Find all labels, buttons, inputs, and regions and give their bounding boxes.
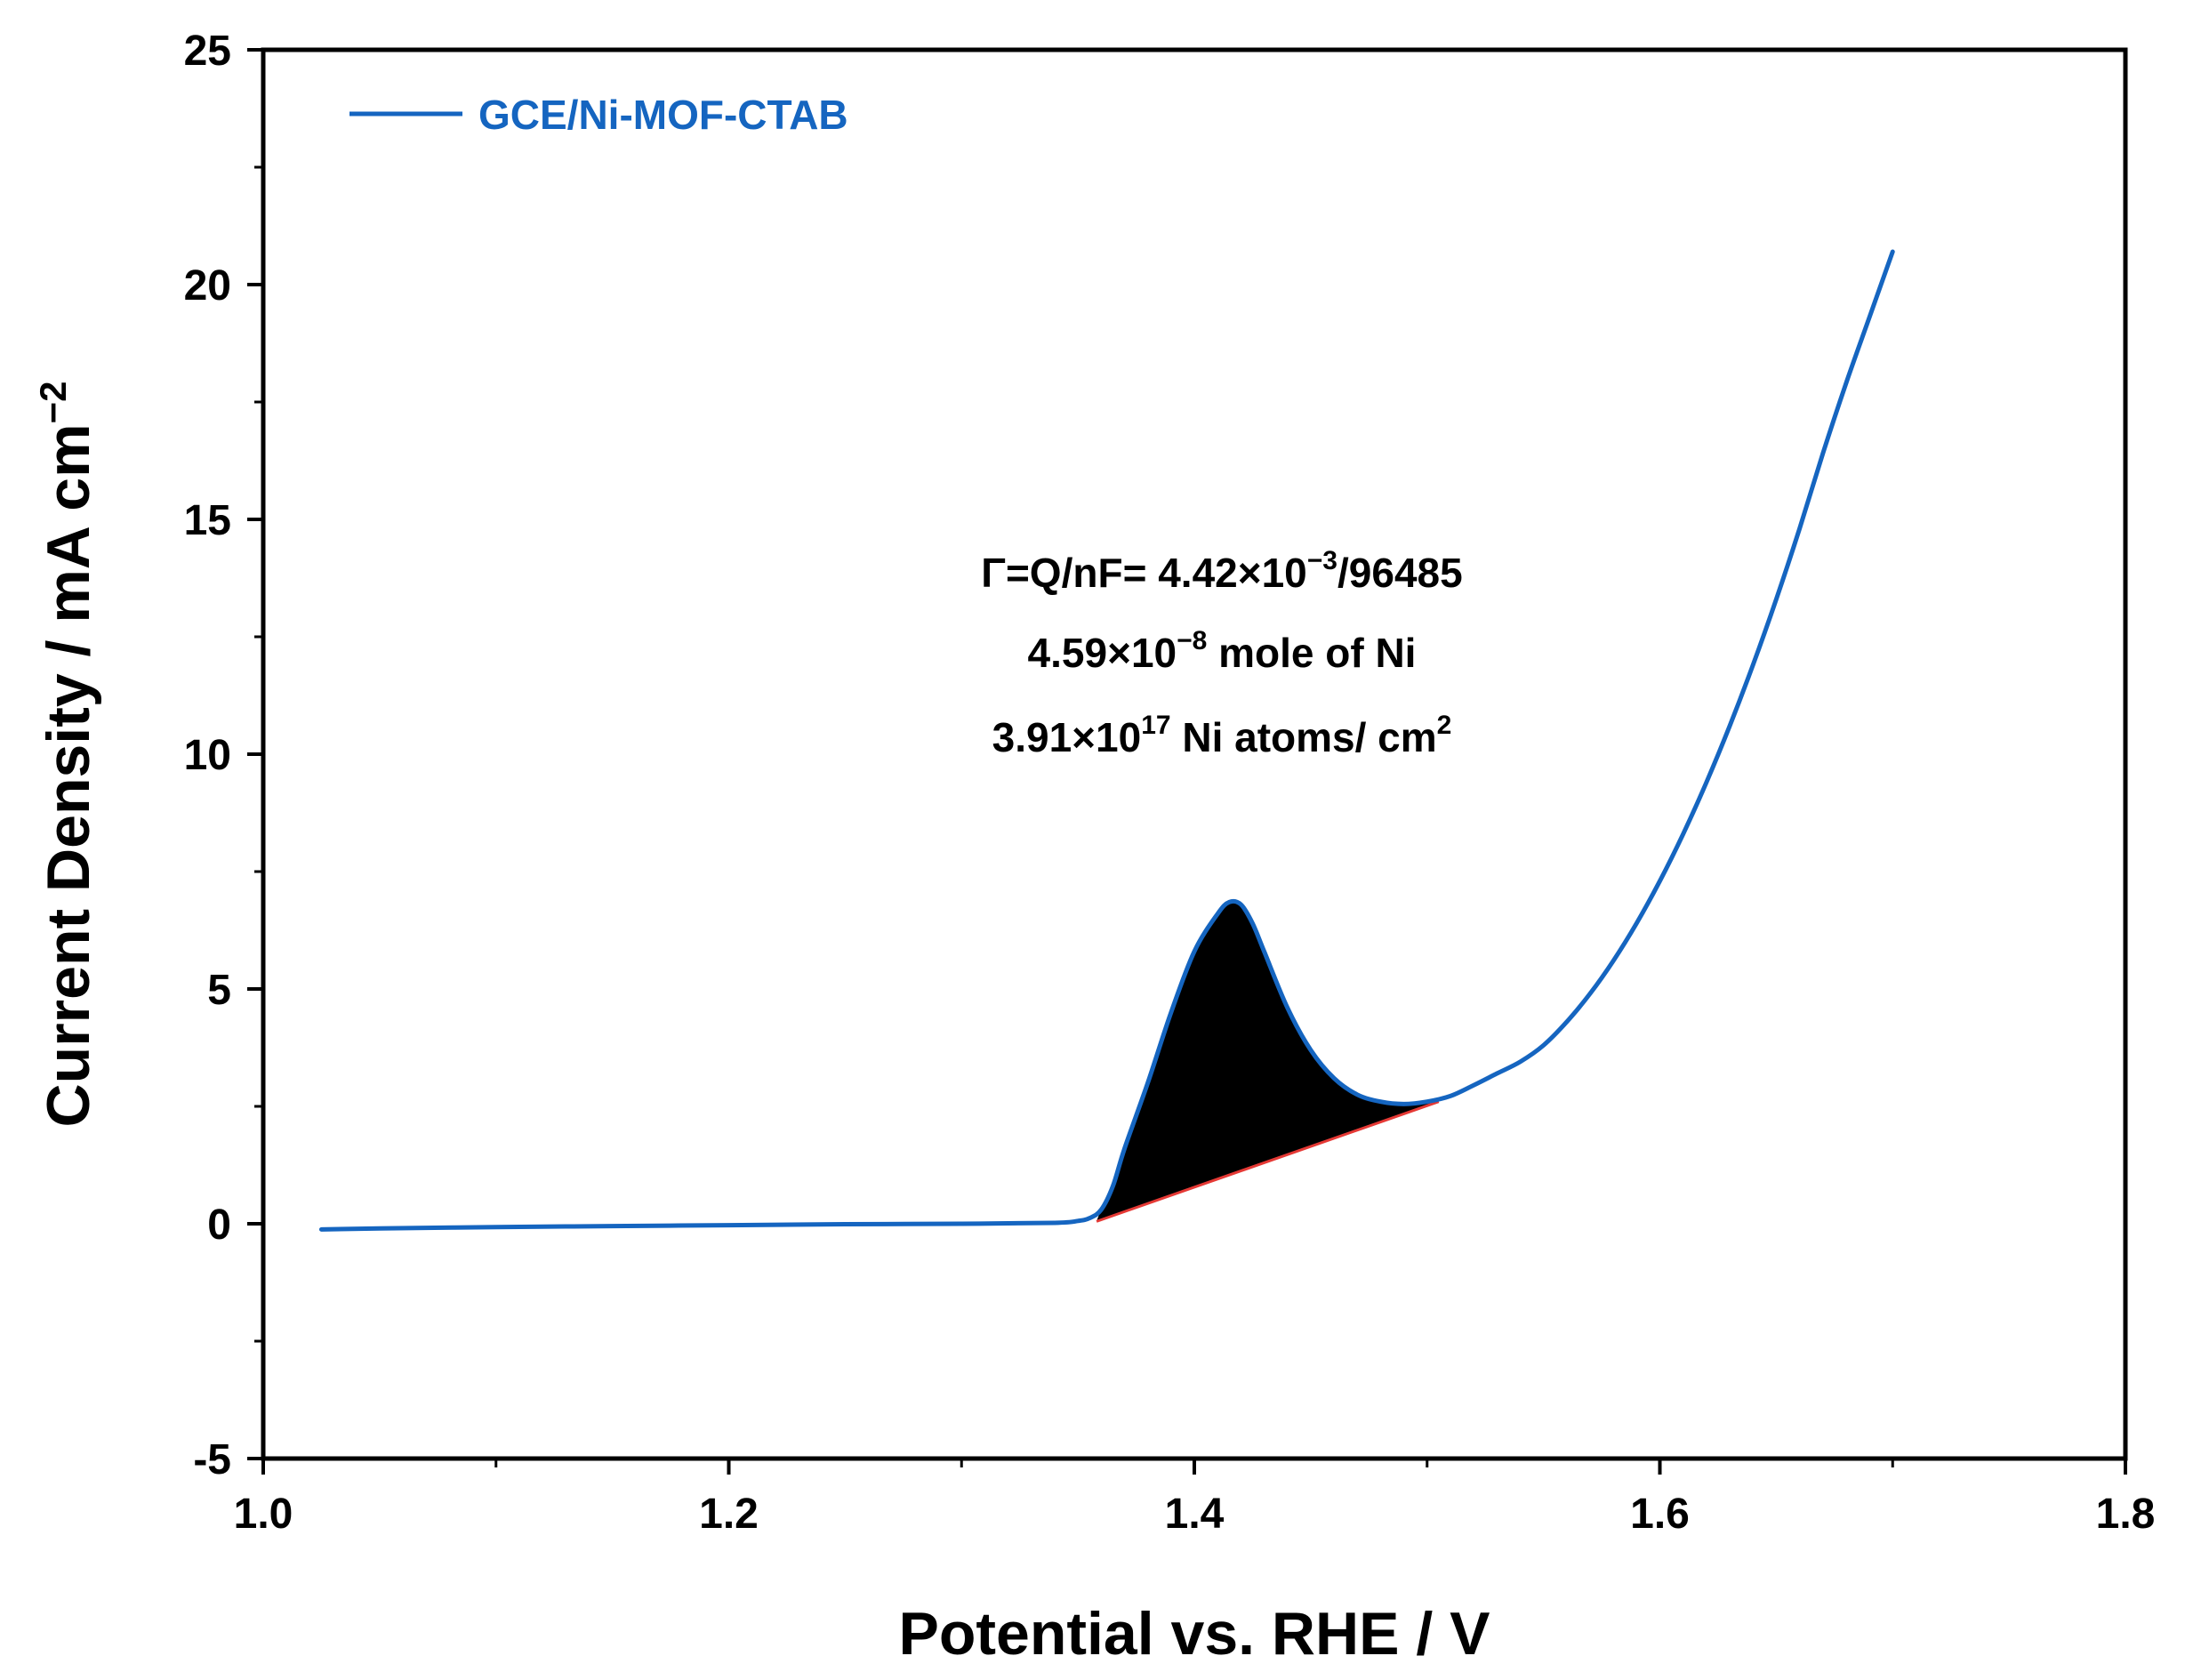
annotation-2-after: mole of Ni [1207, 630, 1416, 676]
tick-labels: 1.0 1.2 1.4 1.6 1.8 -5 0 5 10 15 20 25 [184, 28, 2156, 1538]
annotation-1-sup: −3 [1307, 546, 1338, 575]
y-tick-label: 0 [207, 1202, 231, 1249]
x-axis-title: Potential vs. RHE / V [898, 1600, 1490, 1668]
y-axis-title: Current Density / mA cm−2 [32, 382, 102, 1128]
y-tick-label: 5 [207, 967, 231, 1014]
annotation: Γ=Q/nF= 4.42×10−3/96485 4.59×10−8 mole o… [981, 546, 1462, 760]
annotation-2-sup: −8 [1177, 626, 1207, 655]
legend-label: GCE/Ni-MOF-CTAB [478, 92, 848, 138]
y-tick-label: 10 [184, 732, 231, 779]
x-tick-label: 1.6 [1630, 1491, 1690, 1538]
x-tick-label: 1.2 [699, 1491, 759, 1538]
x-tick-label: 1.0 [234, 1491, 293, 1538]
y-axis-title-sup: −2 [32, 382, 74, 424]
annotation-line-2: 4.59×10−8 mole of Ni [1028, 626, 1417, 676]
ticks [247, 48, 2127, 1475]
y-tick-label: -5 [193, 1436, 231, 1483]
annotation-1-text: Γ=Q/nF= 4.42×10 [981, 550, 1306, 596]
annotation-3-sup2: 2 [1437, 711, 1452, 740]
annotation-2-text: 4.59×10 [1028, 630, 1177, 676]
series-line [318, 249, 1895, 1232]
x-tick-label: 1.8 [2096, 1491, 2156, 1538]
peak-area-fill [1097, 901, 1439, 1222]
y-tick-label: 15 [184, 497, 231, 544]
annotation-3-text: 3.91×10 [992, 714, 1142, 760]
annotation-1-after: /96485 [1338, 550, 1463, 596]
annotation-3-sup: 17 [1141, 711, 1170, 740]
annotation-line-3: 3.91×1017 Ni atoms/ cm2 [992, 711, 1452, 760]
legend: GCE/Ni-MOF-CTAB [349, 92, 848, 138]
annotation-line-1: Γ=Q/nF= 4.42×10−3/96485 [981, 546, 1462, 596]
annotation-3-after: Ni atoms/ cm [1171, 714, 1437, 760]
baseline-line [1096, 1100, 1440, 1223]
y-axis-title-main: Current Density / mA cm [35, 423, 102, 1127]
y-tick-label: 25 [184, 28, 231, 75]
y-tick-label: 20 [184, 262, 231, 309]
x-tick-label: 1.4 [1165, 1491, 1225, 1538]
